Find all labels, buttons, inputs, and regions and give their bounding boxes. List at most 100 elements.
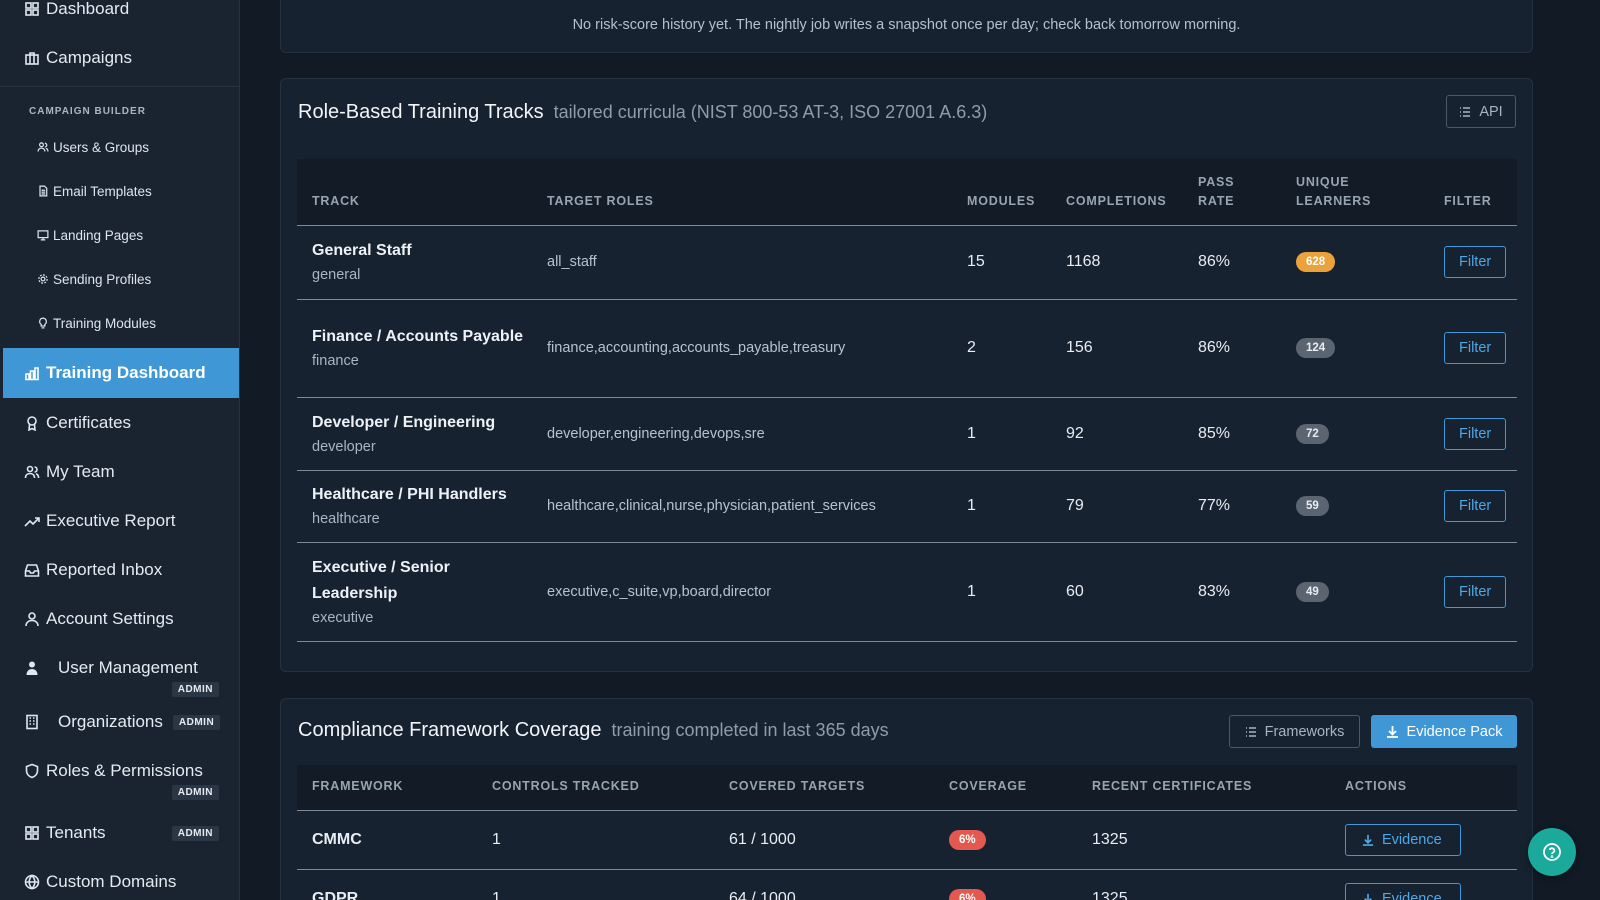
table-row: Healthcare / PHI Handlers healthcare heal… [297, 469, 1517, 542]
col-framework: FRAMEWORK [312, 778, 404, 793]
table-row: GDPR 1 64 / 1000 6% 1325 Evidence [297, 868, 1517, 900]
col-coverage: COVERAGE [949, 778, 1027, 793]
framework-panel-title: Compliance Framework Coverage training co… [298, 719, 889, 742]
sidebar-item-label: Certificates [46, 413, 132, 432]
col-pass-rate: PASS RATE [1198, 174, 1235, 208]
sidebar-item-label: Custom Domains [46, 872, 177, 891]
framework-table-header: FRAMEWORK CONTROLS TRACKED COVERED TARGE… [297, 765, 1517, 810]
frameworks-button-label: Frameworks [1264, 723, 1345, 740]
filter-button[interactable]: Filter [1444, 490, 1507, 522]
modules-count: 1 [952, 469, 1051, 542]
pass-rate: 85% [1183, 396, 1281, 470]
track-key: general [312, 267, 361, 283]
pass-rate: 86% [1183, 224, 1281, 299]
target-roles: finance,accounting,accounts_payable,trea… [532, 298, 952, 397]
filter-button[interactable]: Filter [1444, 417, 1507, 450]
learners-badge: 628 [1296, 252, 1336, 272]
evidence-button[interactable]: Evidence [1345, 882, 1461, 900]
api-button[interactable]: API [1446, 95, 1516, 128]
framework-title: Compliance Framework Coverage [298, 719, 602, 741]
sidebar-item-label: User Management [58, 658, 198, 677]
track-name: General Staff [312, 242, 412, 259]
table-row: General Staff general all_staff 15 1168 8… [297, 224, 1517, 299]
sidebar-item-label: Training Dashboard [46, 363, 206, 382]
filter-button[interactable]: Filter [1444, 332, 1507, 364]
sidebar-item-executive-report[interactable]: Executive Report [3, 498, 239, 544]
globe-icon [23, 873, 41, 891]
sidebar-item-account-settings[interactable]: Account Settings [3, 596, 239, 642]
learners-badge: 59 [1296, 496, 1329, 516]
evidence-pack-button[interactable]: Evidence Pack [1371, 715, 1517, 748]
admin-badge: ADMIN [172, 714, 221, 730]
completions-count: 156 [1051, 298, 1183, 397]
frameworks-button[interactable]: Frameworks [1229, 715, 1360, 748]
coverage-badge: 6% [949, 829, 986, 850]
track-key: finance [312, 353, 359, 369]
framework-table: FRAMEWORK CONTROLS TRACKED COVERED TARGE… [297, 765, 1517, 900]
sidebar-item-campaigns[interactable]: Campaigns [3, 35, 239, 81]
covered-targets: 64 / 1000 [714, 868, 934, 900]
document-icon [35, 184, 50, 199]
admin-badge: ADMIN [171, 682, 219, 697]
sidebar-item-tenants[interactable]: Tenants ADMIN [3, 810, 239, 856]
controls-tracked: 1 [477, 809, 714, 869]
sidebar-item-landing-pages[interactable]: Landing Pages [3, 217, 239, 253]
evidence-button[interactable]: Evidence [1345, 823, 1461, 856]
download-icon [1362, 834, 1374, 846]
risk-score-notice-panel: No risk-score history yet. The nightly j… [280, 0, 1533, 53]
sidebar-item-custom-domains[interactable]: Custom Domains [3, 859, 239, 900]
col-modules: MODULES [967, 193, 1036, 208]
pass-rate: 86% [1183, 298, 1281, 397]
building-icon [23, 713, 41, 731]
evidence-pack-button-label: Evidence Pack [1406, 723, 1503, 740]
sidebar-item-organizations[interactable]: Organizations ADMIN [3, 699, 239, 745]
target-roles: developer,engineering,devops,sre [532, 396, 952, 470]
table-row: Finance / Accounts Payable finance financ… [297, 298, 1517, 397]
learners-badge: 72 [1296, 423, 1329, 444]
download-icon [1364, 893, 1372, 900]
list-icon [1245, 726, 1256, 737]
grid-icon [23, 0, 41, 18]
track-name: Healthcare / PHI Handlers [312, 486, 507, 503]
col-track: TRACK [312, 193, 360, 208]
sidebar-item-label: Executive Report [46, 511, 176, 530]
tracks-title: Role-Based Training Tracks [298, 101, 544, 123]
sidebar-item-label: Training Modules [53, 315, 157, 331]
sidebar-item-user-management[interactable]: User Management ADMIN [3, 645, 239, 697]
sidebar: Dashboard Campaigns CAMPAIGN BUILDER Use… [0, 0, 240, 900]
list-icon [1460, 106, 1471, 117]
sidebar-item-training-modules[interactable]: Training Modules [3, 305, 239, 341]
award-icon [23, 414, 41, 432]
filter-button[interactable]: Filter [1444, 575, 1507, 608]
pass-rate: 83% [1183, 541, 1281, 641]
modules-count: 2 [952, 298, 1051, 397]
track-key: executive [312, 609, 374, 626]
sidebar-item-email-templates[interactable]: Email Templates [3, 173, 239, 209]
framework-name: CMMC [297, 809, 477, 869]
training-tracks-panel: Role-Based Training Tracks tailored curri… [280, 78, 1533, 672]
sidebar-item-training-dashboard[interactable]: Training Dashboard [3, 348, 239, 398]
col-unique-learners: UNIQUE LEARNERS [1296, 174, 1372, 208]
col-actions: ACTIONS [1345, 778, 1407, 793]
track-key: healthcare [312, 511, 380, 527]
track-key: developer [312, 438, 376, 455]
briefcase-icon [23, 49, 41, 67]
grid-icon [23, 824, 41, 842]
help-button[interactable] [1528, 828, 1576, 876]
sidebar-item-label: Landing Pages [53, 227, 144, 243]
tracks-panel-title: Role-Based Training Tracks tailored curri… [298, 101, 987, 124]
covered-targets: 61 / 1000 [714, 809, 934, 869]
sidebar-item-certificates[interactable]: Certificates [3, 400, 239, 446]
sidebar-item-reported-inbox[interactable]: Reported Inbox [3, 547, 239, 593]
sidebar-item-sending-profiles[interactable]: Sending Profiles [3, 261, 239, 297]
recent-certificates: 1325 [1077, 868, 1330, 900]
sidebar-item-dashboard[interactable]: Dashboard [3, 0, 239, 32]
pass-rate: 77% [1183, 469, 1281, 542]
sidebar-item-my-team[interactable]: My Team [3, 449, 239, 495]
sidebar-item-roles-permissions[interactable]: Roles & Permissions ADMIN [3, 748, 239, 800]
sidebar-item-label: Users & Groups [53, 139, 150, 155]
sidebar-item-users-groups[interactable]: Users & Groups [3, 129, 239, 165]
sidebar-item-label: Account Settings [46, 609, 174, 628]
sidebar-item-label: Roles & Permissions [46, 761, 203, 780]
filter-button[interactable]: Filter [1444, 246, 1507, 278]
